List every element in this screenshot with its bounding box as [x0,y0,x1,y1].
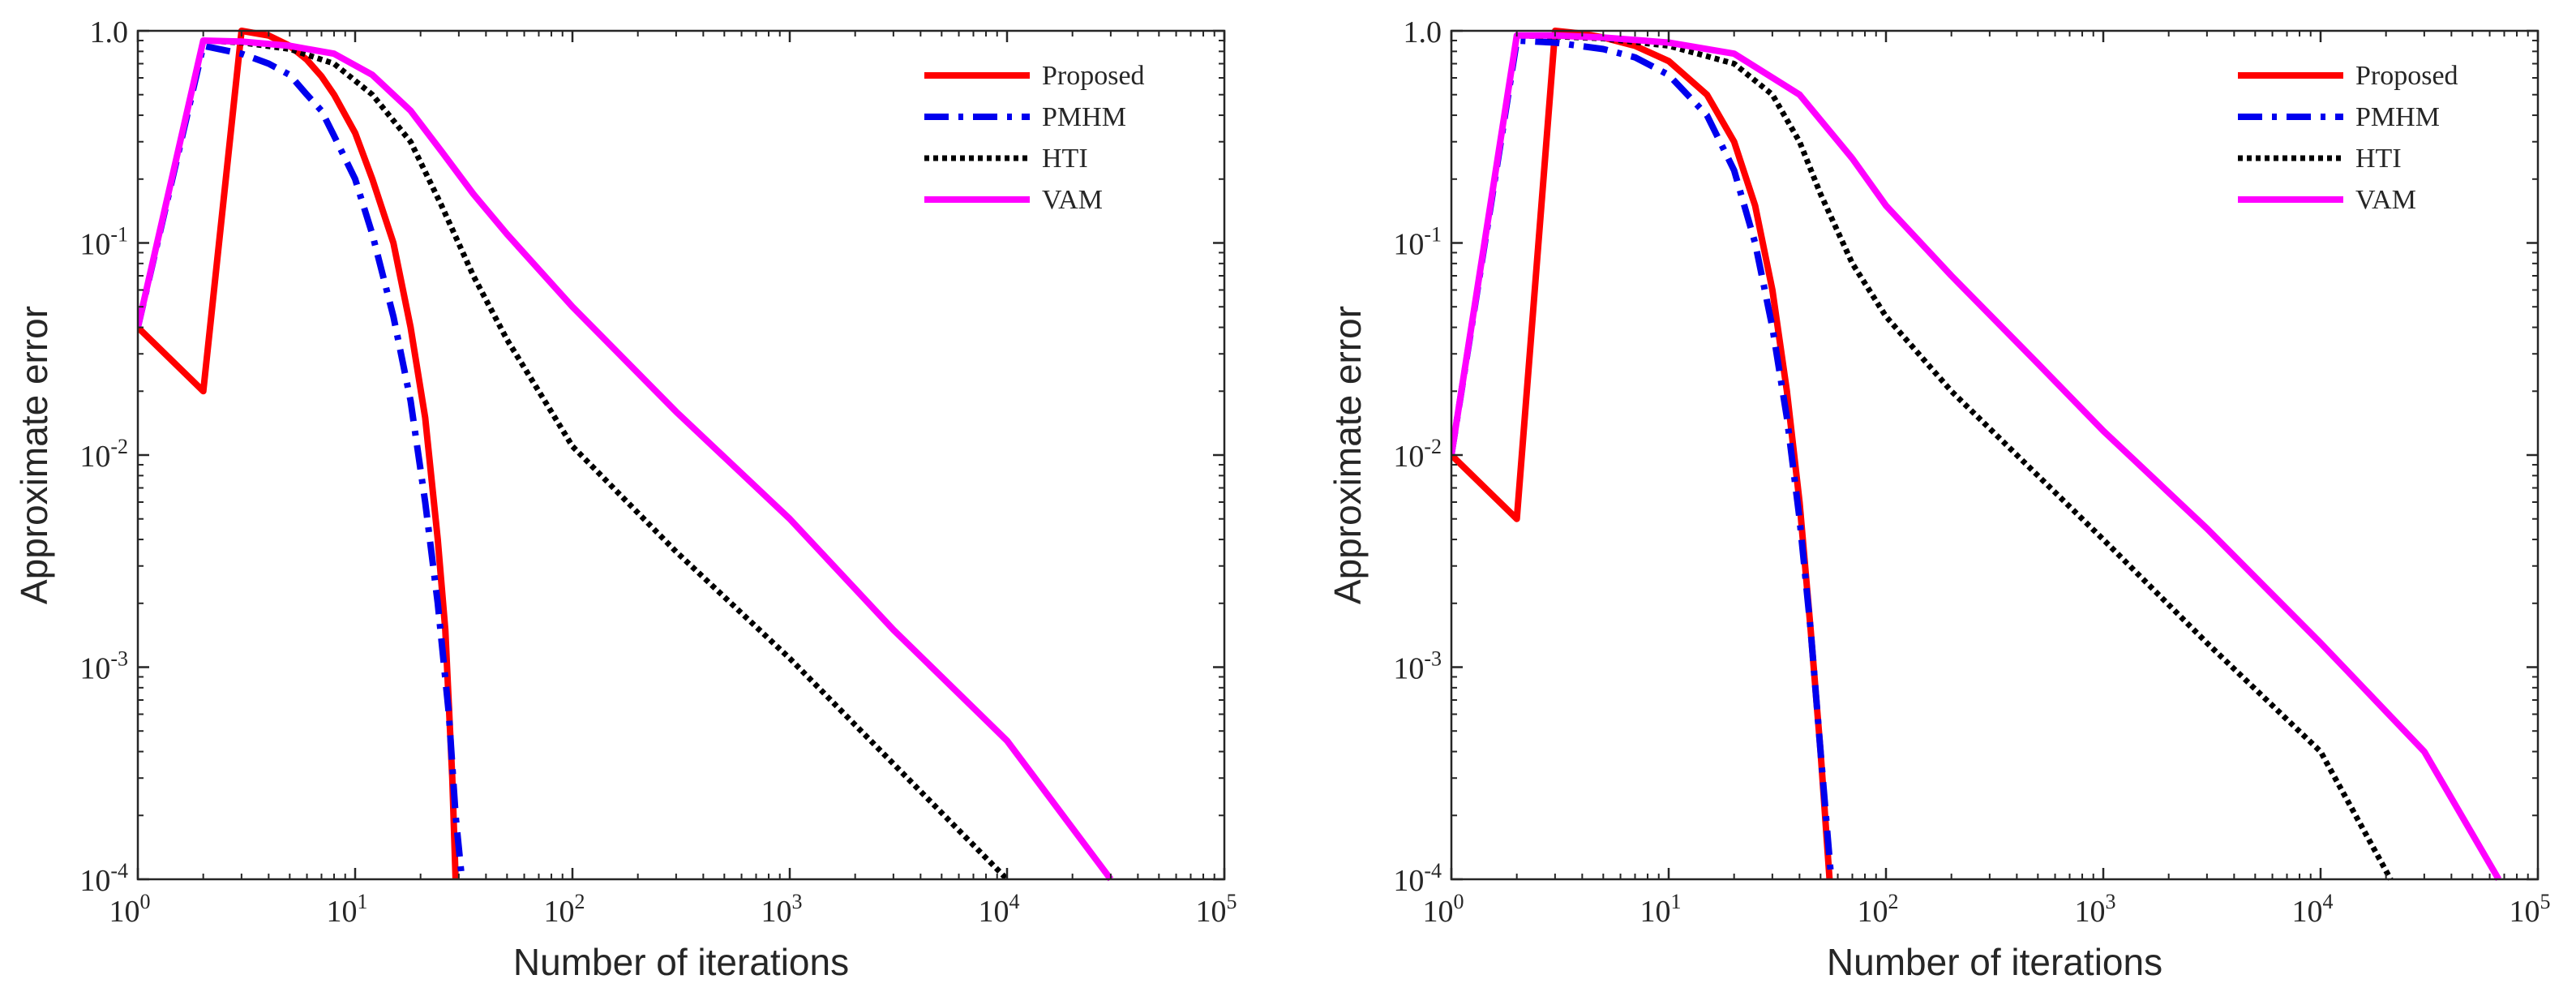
y-tick-label: 10-3 [79,647,128,686]
legend-label-pmhm: PMHM [2355,102,2440,132]
y-tick-label: 1.0 [90,15,129,49]
series-line-vam [138,37,1114,882]
series-line-proposed [138,28,459,880]
y-axis-label: Approximate error [13,306,55,604]
legend-label-pmhm: PMHM [1042,102,1126,132]
legend-label-vam: VAM [1042,185,1103,215]
chart-right: 100 101 102 103 104 105 10-4 10-3 10-2 10-1 1.0 Num… [1327,15,2551,983]
legend-label-vam: VAM [2355,185,2416,215]
x-tick-label: 102 [1858,890,1899,929]
x-tick-label: 103 [2075,890,2116,929]
y-tick-label: 10-2 [79,435,128,474]
legend-label-hti: HTI [1042,144,1088,174]
x-tick-label: 101 [1640,890,1682,929]
x-tick-label: 101 [327,890,368,929]
legend: Proposed PMHM HTI VAM [2238,61,2458,215]
y-tick-label: 1.0 [1404,15,1442,49]
x-tick-label: 100 [109,890,151,929]
series-line-vam [1451,32,2502,882]
y-tick-label: 10-1 [79,223,128,262]
legend: Proposed PMHM HTI VAM [924,61,1145,215]
y-tick-label: 10-1 [1393,223,1442,262]
x-tick-label: 104 [2292,890,2334,929]
y-axis-label: Approximate error [1327,306,1369,604]
y-tick-label: 10-3 [1393,647,1442,686]
series-line-proposed [1451,28,1833,880]
chart-left: 100 101 102 103 104 105 10-4 10-3 10-2 10-1 1.0 Num… [13,15,1237,983]
x-tick-label: 105 [1196,890,1237,929]
plot-area [1451,31,2538,879]
legend-label-proposed: Proposed [2355,61,2458,91]
series-line-hti [138,37,1009,882]
y-tick-label: 10-4 [1393,859,1442,898]
plot-area [138,31,1224,879]
x-tick-label: 103 [761,890,803,929]
x-tick-label: 100 [1423,890,1464,929]
y-tick-label: 10-4 [79,859,128,898]
series-group [138,28,1114,882]
x-tick-label: 104 [979,890,1020,929]
x-axis-label: Number of iterations [1827,941,2162,983]
series-line-pmhm [138,42,465,880]
series-line-pmhm [1451,37,1835,880]
y-tick-label: 10-2 [1393,435,1442,474]
x-axis-label: Number of iterations [513,941,849,983]
x-tick-label: 105 [2510,890,2551,929]
legend-label-proposed: Proposed [1042,61,1145,91]
x-tick-label: 102 [544,890,585,929]
legend-label-hti: HTI [2355,144,2402,174]
series-group [1451,28,2502,882]
